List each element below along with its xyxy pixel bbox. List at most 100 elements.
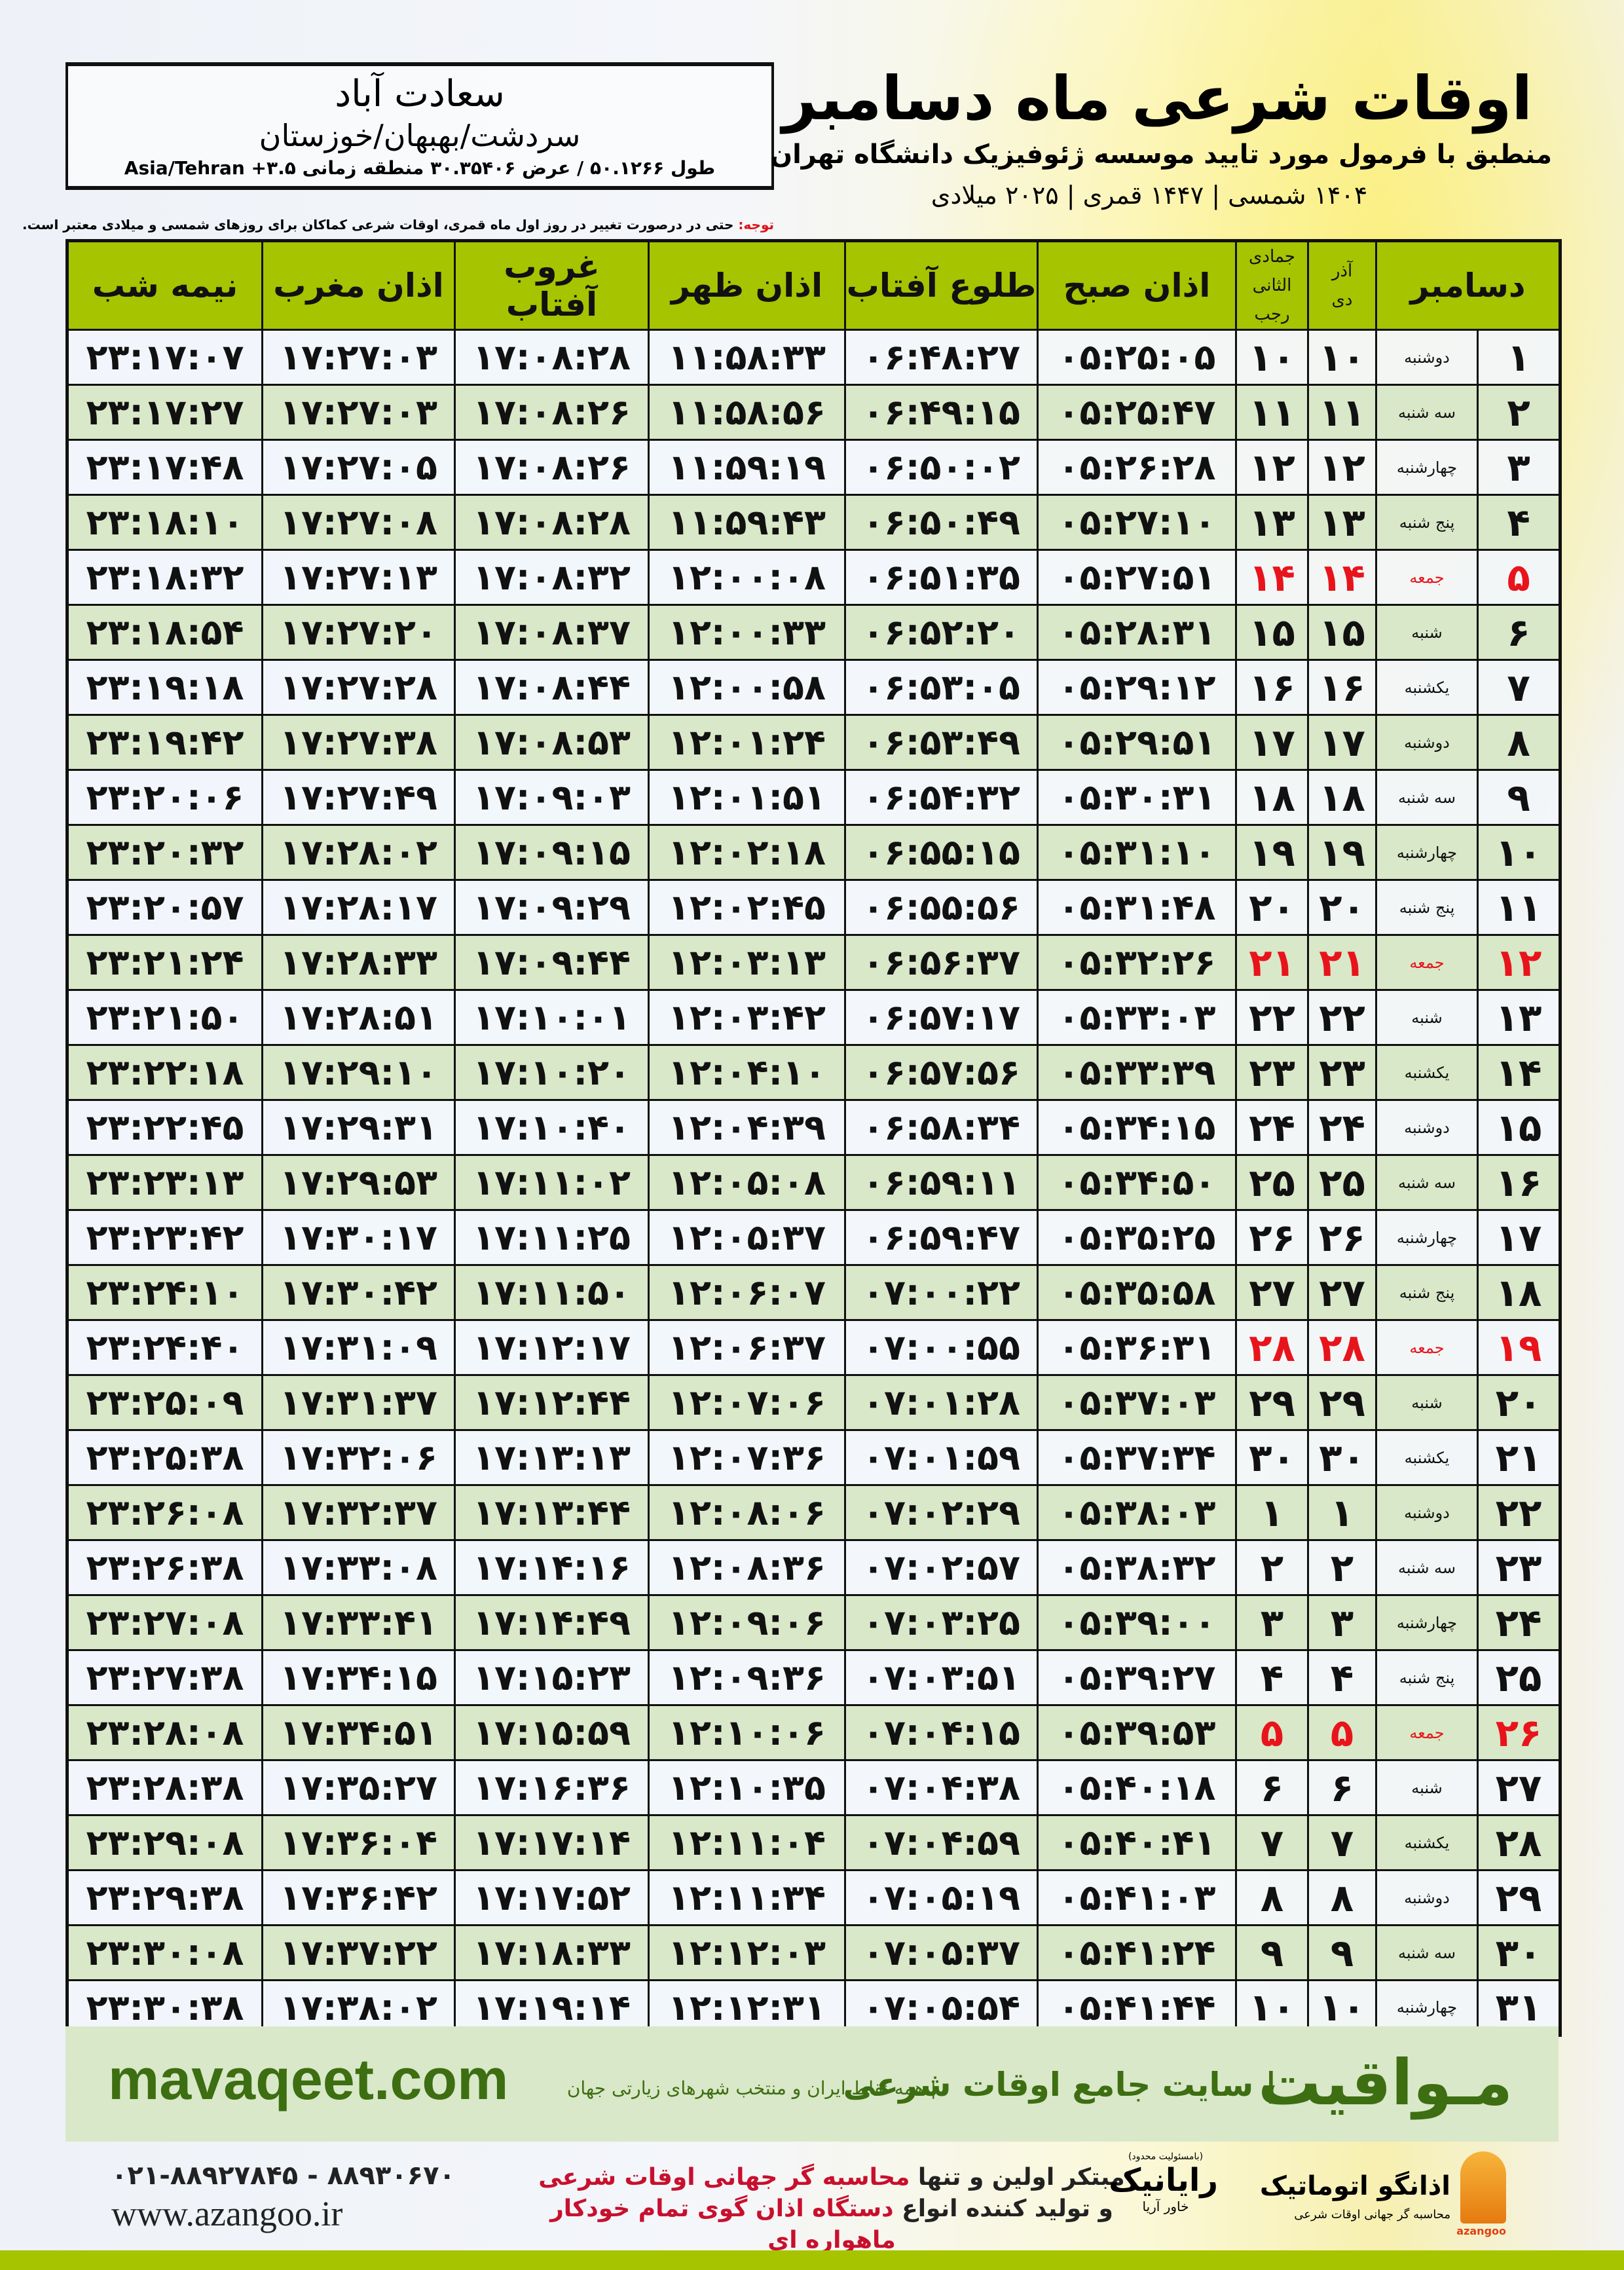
sunrise-time: ۰۶:۵۸:۳۴ bbox=[844, 1099, 1039, 1156]
hijri-day: ۲۶ bbox=[1235, 1209, 1309, 1266]
maghrib-time: ۱۷:۲۸:۳۳ bbox=[261, 934, 456, 991]
midnight-time: ۲۳:۲۰:۳۲ bbox=[66, 824, 263, 881]
midnight-time: ۲۳:۲۶:۳۸ bbox=[66, 1539, 263, 1596]
table-row: ۱۴ یکشنبه ۲۳ ۲۳ ۰۵:۳۳:۳۹ ۰۶:۵۷:۵۶ ۱۲:۰۴:۱۰ ۱۷:۱… bbox=[66, 1044, 1562, 1101]
sunrise-time: ۰۷:۰۵:۱۹ bbox=[844, 1869, 1039, 1926]
fajr-time: ۰۵:۳۹:۲۷ bbox=[1037, 1649, 1237, 1706]
midnight-time: ۲۳:۱۷:۴۸ bbox=[66, 439, 263, 496]
shamsi-day: ۱۶ bbox=[1307, 659, 1377, 716]
advert-footer: ۰۲۱-۸۸۹۲۷۸۴۵ - ۸۸۹۳۰۶۷۰ www.azangoo.ir م… bbox=[65, 2151, 1559, 2254]
sunset-time: ۱۷:۱۲:۱۷ bbox=[454, 1319, 650, 1376]
hijri-day: ۸ bbox=[1235, 1869, 1309, 1926]
weekday: پنج شنبه bbox=[1375, 494, 1479, 551]
fajr-time: ۰۵:۳۱:۱۰ bbox=[1037, 824, 1237, 881]
dhuhr-time: ۱۲:۱۰:۰۶ bbox=[648, 1704, 846, 1761]
shamsi-day: ۲۴ bbox=[1307, 1099, 1377, 1156]
sunset-time: ۱۷:۱۶:۳۶ bbox=[454, 1759, 650, 1816]
day-number: ۷ bbox=[1477, 659, 1562, 716]
fajr-time: ۰۵:۳۴:۱۵ bbox=[1037, 1099, 1237, 1156]
maghrib-time: ۱۷:۲۷:۰۳ bbox=[261, 384, 456, 441]
azangoo-logo: اذانگو اتوماتیک محاسبه گر جهانی اوقات شر… bbox=[1260, 2151, 1506, 2237]
maghrib-time: ۱۷:۳۴:۵۱ bbox=[261, 1704, 456, 1761]
azangoo-en: azangoo bbox=[1456, 2225, 1506, 2237]
maghrib-time: ۱۷:۲۷:۰۵ bbox=[261, 439, 456, 496]
midnight-time: ۲۳:۱۸:۳۲ bbox=[66, 549, 263, 606]
sunset-time: ۱۷:۱۸:۳۳ bbox=[454, 1924, 650, 1981]
midnight-time: ۲۳:۲۳:۱۳ bbox=[66, 1154, 263, 1211]
table-row: ۷ یکشنبه ۱۶ ۱۶ ۰۵:۲۹:۱۲ ۰۶:۵۳:۰۵ ۱۲:۰۰:۵۸ ۱۷:۰۸… bbox=[66, 659, 1562, 716]
sunset-time: ۱۷:۰۹:۱۵ bbox=[454, 824, 650, 881]
midnight-time: ۲۳:۲۳:۴۲ bbox=[66, 1209, 263, 1266]
midnight-time: ۲۳:۲۸:۰۸ bbox=[66, 1704, 263, 1761]
maghrib-time: ۱۷:۲۷:۳۸ bbox=[261, 714, 456, 771]
dhuhr-time: ۱۲:۰۱:۲۴ bbox=[648, 714, 846, 771]
table-body: ۱ دوشنبه ۱۰ ۱۰ ۰۵:۲۵:۰۵ ۰۶:۴۸:۲۷ ۱۱:۵۸:۳۳ ۱۷:۰۸… bbox=[66, 329, 1562, 2036]
day-number: ۳۰ bbox=[1477, 1924, 1562, 1981]
shamsi-day: ۲۲ bbox=[1307, 989, 1377, 1046]
table-row: ۹ سه شنبه ۱۸ ۱۸ ۰۵:۳۰:۳۱ ۰۶:۵۴:۳۲ ۱۲:۰۱:۵۱ ۱۷:۰… bbox=[66, 769, 1562, 826]
midnight-time: ۲۳:۲۹:۰۸ bbox=[66, 1814, 263, 1871]
day-number: ۹ bbox=[1477, 769, 1562, 826]
maghrib-time: ۱۷:۲۹:۱۰ bbox=[261, 1044, 456, 1101]
day-number: ۲۸ bbox=[1477, 1814, 1562, 1871]
fajr-time: ۰۵:۲۷:۵۱ bbox=[1037, 549, 1237, 606]
table-row: ۲ سه شنبه ۱۱ ۱۱ ۰۵:۲۵:۴۷ ۰۶:۴۹:۱۵ ۱۱:۵۸:۵۶ ۱۷:۰… bbox=[66, 384, 1562, 441]
dhuhr-time: ۱۲:۰۷:۰۶ bbox=[648, 1374, 846, 1431]
dhuhr-time: ۱۲:۱۲:۰۳ bbox=[648, 1924, 846, 1981]
promo-line2-b: دستگاه اذان گوی تمام خودکار ماهواره ای bbox=[550, 2195, 896, 2254]
fajr-time: ۰۵:۳۰:۳۱ bbox=[1037, 769, 1237, 826]
dhuhr-time: ۱۲:۰۷:۳۶ bbox=[648, 1429, 846, 1486]
fajr-time: ۰۵:۲۵:۰۵ bbox=[1037, 329, 1237, 386]
midnight-time: ۲۳:۱۸:۵۴ bbox=[66, 604, 263, 661]
sunrise-time: ۰۷:۰۴:۳۸ bbox=[844, 1759, 1039, 1816]
midnight-time: ۲۳:۱۷:۲۷ bbox=[66, 384, 263, 441]
header-midnight: نیمه شب bbox=[66, 240, 263, 331]
dhuhr-time: ۱۱:۵۹:۱۹ bbox=[648, 439, 846, 496]
hijri-day: ۲۳ bbox=[1235, 1044, 1309, 1101]
fajr-time: ۰۵:۳۵:۵۸ bbox=[1037, 1264, 1237, 1321]
shamsi-day: ۲۹ bbox=[1307, 1374, 1377, 1431]
sunrise-time: ۰۶:۵۴:۳۲ bbox=[844, 769, 1039, 826]
fajr-time: ۰۵:۴۰:۴۱ bbox=[1037, 1814, 1237, 1871]
hijri-day: ۱۶ bbox=[1235, 659, 1309, 716]
hijri-day: ۲ bbox=[1235, 1539, 1309, 1596]
hijri-day: ۲۰ bbox=[1235, 879, 1309, 936]
sunrise-time: ۰۷:۰۴:۵۹ bbox=[844, 1814, 1039, 1871]
fajr-time: ۰۵:۴۱:۲۴ bbox=[1037, 1924, 1237, 1981]
hijri-day: ۱۲ bbox=[1235, 439, 1309, 496]
day-number: ۴ bbox=[1477, 494, 1562, 551]
azangoo-link[interactable]: www.azangoo.ir bbox=[111, 2194, 343, 2233]
table-row: ۲۱ یکشنبه ۳۰ ۳۰ ۰۵:۳۷:۳۴ ۰۷:۰۱:۵۹ ۱۲:۰۷:۳۶ ۱۷:۱… bbox=[66, 1429, 1562, 1486]
day-number: ۱۳ bbox=[1477, 989, 1562, 1046]
brand-scope: | همه نقاط ایران و منتخب شهرهای زیارتی ج… bbox=[566, 2077, 936, 2099]
sunset-time: ۱۷:۱۳:۱۳ bbox=[454, 1429, 650, 1486]
table-row: ۶ شنبه ۱۵ ۱۵ ۰۵:۲۸:۳۱ ۰۶:۵۲:۲۰ ۱۲:۰۰:۳۳ ۱۷:۰۸:۳… bbox=[66, 604, 1562, 661]
header-sunrise: طلوع آفتاب bbox=[844, 240, 1039, 331]
sunset-time: ۱۷:۱۰:۴۰ bbox=[454, 1099, 650, 1156]
site-link[interactable]: mavaqeet.com bbox=[108, 2047, 509, 2112]
sunset-time: ۱۷:۱۵:۵۹ bbox=[454, 1704, 650, 1761]
maghrib-time: ۱۷:۳۶:۴۲ bbox=[261, 1869, 456, 1926]
midnight-time: ۲۳:۲۹:۳۸ bbox=[66, 1869, 263, 1926]
midnight-time: ۲۳:۱۷:۰۷ bbox=[66, 329, 263, 386]
shamsi-day: ۱۵ bbox=[1307, 604, 1377, 661]
maghrib-time: ۱۷:۳۷:۲۲ bbox=[261, 1924, 456, 1981]
weekday: یکشنبه bbox=[1375, 1814, 1479, 1871]
shamsi-day: ۶ bbox=[1307, 1759, 1377, 1816]
shamsi-day: ۲۸ bbox=[1307, 1319, 1377, 1376]
hijri-day: ۱۵ bbox=[1235, 604, 1309, 661]
dhuhr-time: ۱۲:۰۰:۳۳ bbox=[648, 604, 846, 661]
hijri-day: ۱۸ bbox=[1235, 769, 1309, 826]
header-hijri: جمادی الثانی رجب bbox=[1235, 240, 1309, 331]
hijri-day: ۲۷ bbox=[1235, 1264, 1309, 1321]
table-row: ۱ دوشنبه ۱۰ ۱۰ ۰۵:۲۵:۰۵ ۰۶:۴۸:۲۷ ۱۱:۵۸:۳۳ ۱۷:۰۸… bbox=[66, 329, 1562, 386]
table-row: ۱۹ جمعه ۲۸ ۲۸ ۰۵:۳۶:۳۱ ۰۷:۰۰:۵۵ ۱۲:۰۶:۳۷ ۱۷:۱۲:… bbox=[66, 1319, 1562, 1376]
sunrise-time: ۰۶:۵۰:۰۲ bbox=[844, 439, 1039, 496]
hijri-day: ۱۴ bbox=[1235, 549, 1309, 606]
dhuhr-time: ۱۲:۰۸:۰۶ bbox=[648, 1484, 846, 1541]
weekday: دوشنبه bbox=[1375, 714, 1479, 771]
shamsi-day: ۲۰ bbox=[1307, 879, 1377, 936]
header-gregorian: دسامبر bbox=[1375, 240, 1562, 331]
header-dhuhr: اذان ظهر bbox=[648, 240, 846, 331]
day-number: ۱۲ bbox=[1477, 934, 1562, 991]
